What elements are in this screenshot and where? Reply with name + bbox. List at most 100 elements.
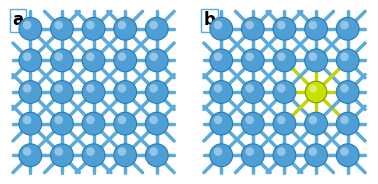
Circle shape	[23, 147, 31, 156]
Circle shape	[54, 147, 63, 156]
Circle shape	[51, 144, 73, 167]
Circle shape	[242, 81, 264, 103]
Circle shape	[214, 84, 222, 93]
Circle shape	[82, 112, 105, 135]
Circle shape	[214, 116, 222, 124]
Circle shape	[308, 147, 317, 156]
Circle shape	[86, 147, 95, 156]
Circle shape	[146, 49, 168, 72]
Circle shape	[114, 144, 136, 167]
Circle shape	[118, 147, 126, 156]
Circle shape	[149, 52, 158, 61]
Circle shape	[336, 112, 359, 135]
Circle shape	[149, 84, 158, 93]
Circle shape	[210, 49, 232, 72]
Circle shape	[210, 112, 232, 135]
Circle shape	[340, 52, 349, 61]
Circle shape	[54, 84, 63, 93]
Circle shape	[23, 21, 31, 29]
Circle shape	[118, 21, 126, 29]
Circle shape	[305, 144, 327, 167]
Circle shape	[82, 144, 105, 167]
Circle shape	[245, 52, 254, 61]
Circle shape	[23, 52, 31, 61]
Circle shape	[277, 147, 286, 156]
Circle shape	[114, 17, 136, 40]
Circle shape	[51, 81, 73, 103]
Circle shape	[146, 144, 168, 167]
Circle shape	[308, 52, 317, 61]
Circle shape	[114, 81, 136, 103]
Circle shape	[19, 81, 42, 103]
Circle shape	[210, 144, 232, 167]
Circle shape	[114, 49, 136, 72]
Circle shape	[242, 17, 264, 40]
Circle shape	[54, 21, 63, 29]
Circle shape	[305, 17, 327, 40]
Circle shape	[305, 49, 327, 72]
Circle shape	[82, 49, 105, 72]
Circle shape	[146, 112, 168, 135]
Circle shape	[51, 49, 73, 72]
Circle shape	[86, 116, 95, 124]
Circle shape	[210, 17, 232, 40]
Circle shape	[273, 144, 296, 167]
Circle shape	[273, 17, 296, 40]
Circle shape	[149, 147, 158, 156]
Text: a: a	[13, 11, 24, 29]
Circle shape	[277, 21, 286, 29]
Circle shape	[114, 112, 136, 135]
Circle shape	[149, 21, 158, 29]
Circle shape	[51, 112, 73, 135]
Circle shape	[82, 17, 105, 40]
Circle shape	[277, 52, 286, 61]
Text: b: b	[204, 11, 215, 29]
Circle shape	[277, 84, 286, 93]
Circle shape	[19, 144, 42, 167]
Circle shape	[340, 84, 349, 93]
Circle shape	[273, 81, 296, 103]
Circle shape	[245, 147, 254, 156]
Circle shape	[305, 81, 327, 103]
Circle shape	[308, 21, 317, 29]
Circle shape	[336, 81, 359, 103]
Circle shape	[340, 21, 349, 29]
Circle shape	[336, 17, 359, 40]
Circle shape	[54, 52, 63, 61]
Circle shape	[305, 112, 327, 135]
Circle shape	[273, 112, 296, 135]
Circle shape	[277, 116, 286, 124]
Circle shape	[210, 81, 232, 103]
Circle shape	[23, 84, 31, 93]
Circle shape	[23, 116, 31, 124]
Circle shape	[214, 52, 222, 61]
Circle shape	[118, 52, 126, 61]
Circle shape	[242, 49, 264, 72]
Circle shape	[245, 21, 254, 29]
Circle shape	[245, 84, 254, 93]
Circle shape	[273, 49, 296, 72]
Circle shape	[340, 147, 349, 156]
Circle shape	[118, 84, 126, 93]
Circle shape	[118, 116, 126, 124]
Circle shape	[245, 116, 254, 124]
Circle shape	[214, 147, 222, 156]
Circle shape	[86, 21, 95, 29]
Circle shape	[214, 21, 222, 29]
Circle shape	[340, 116, 349, 124]
Circle shape	[336, 144, 359, 167]
Circle shape	[242, 144, 264, 167]
Circle shape	[54, 116, 63, 124]
Circle shape	[51, 17, 73, 40]
Circle shape	[19, 112, 42, 135]
Circle shape	[149, 116, 158, 124]
Circle shape	[242, 112, 264, 135]
Circle shape	[19, 49, 42, 72]
Circle shape	[86, 52, 95, 61]
Circle shape	[309, 84, 317, 93]
Circle shape	[308, 116, 317, 124]
Circle shape	[146, 81, 168, 103]
Circle shape	[19, 17, 42, 40]
Circle shape	[146, 17, 168, 40]
Circle shape	[82, 81, 105, 103]
